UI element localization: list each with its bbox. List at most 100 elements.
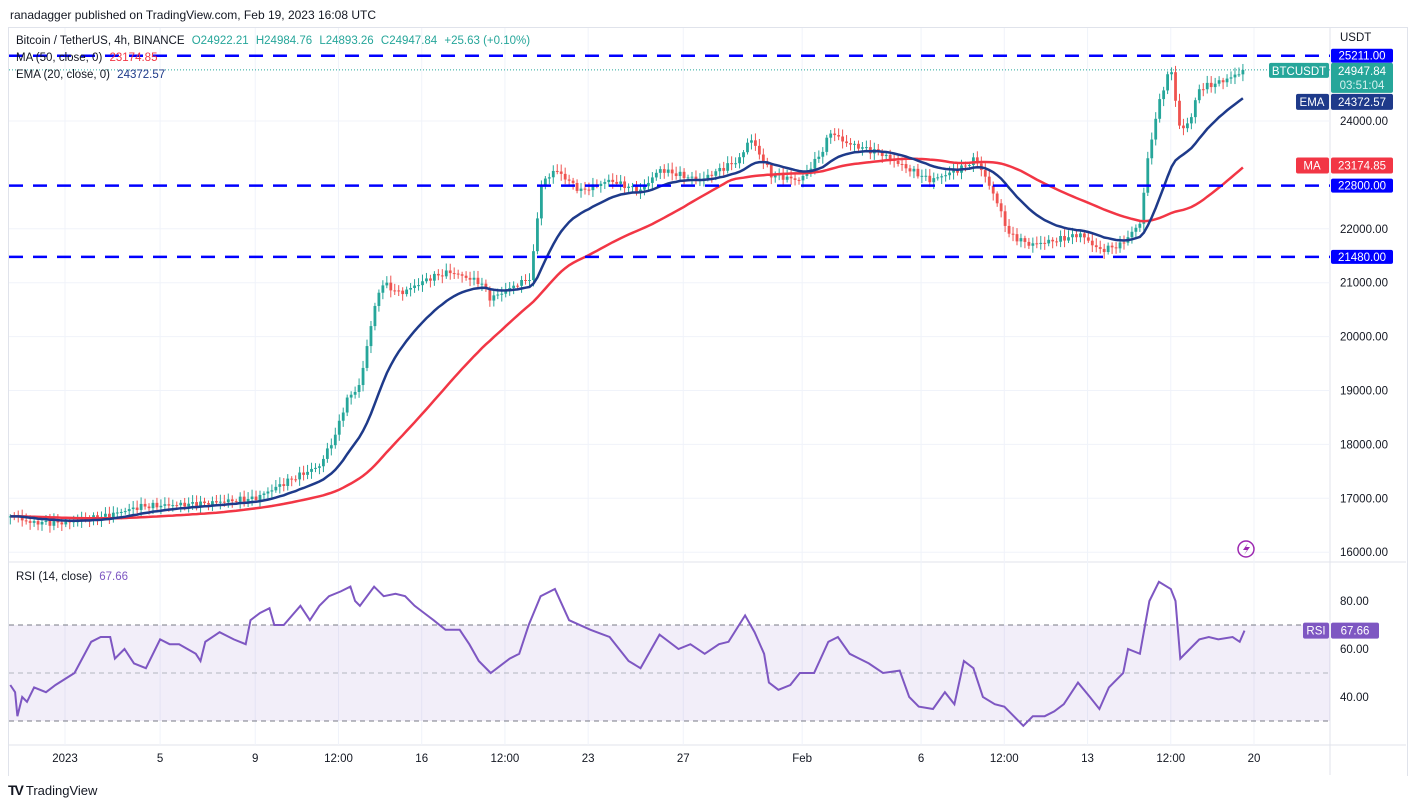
candle-body bbox=[127, 509, 131, 512]
candle-body bbox=[631, 186, 634, 188]
candle-body bbox=[448, 270, 452, 274]
rsi-price-label: 67.66 bbox=[1341, 626, 1370, 638]
symbol-legend: Bitcoin / TetherUS, 4h, BINANCE O24922.2… bbox=[16, 35, 534, 47]
level-price-label: 25211.00 bbox=[1338, 51, 1385, 63]
candle-body bbox=[1094, 245, 1098, 248]
candle-body bbox=[785, 176, 789, 180]
candle-body bbox=[841, 136, 845, 142]
candle-body bbox=[151, 502, 155, 509]
candle-body bbox=[250, 496, 254, 500]
price-tick: 19000.00 bbox=[1340, 386, 1388, 398]
candle-body bbox=[1047, 239, 1051, 244]
candle-body bbox=[1174, 72, 1177, 101]
rsi-price-badge bbox=[1331, 622, 1379, 639]
candle-body bbox=[1197, 89, 1201, 101]
ohlc-low: L24893.26 bbox=[319, 35, 374, 47]
candle-body bbox=[60, 522, 64, 525]
candle-body bbox=[587, 189, 591, 191]
candle-body bbox=[825, 137, 829, 152]
rsi-tick: 60.00 bbox=[1340, 644, 1369, 656]
ma-value: 23174.85 bbox=[109, 52, 158, 64]
candle-body bbox=[793, 178, 797, 180]
symbol-badge-label: BTCUSDT bbox=[1272, 66, 1326, 78]
candle-body bbox=[389, 282, 393, 291]
candle-body bbox=[1114, 247, 1118, 249]
candle-body bbox=[662, 169, 666, 173]
candle-body bbox=[195, 502, 198, 508]
candle-body bbox=[726, 163, 730, 171]
candle-body bbox=[647, 182, 650, 187]
candle-body bbox=[555, 170, 559, 172]
candle-body bbox=[397, 290, 401, 292]
ohlc-close: C24947.84 bbox=[380, 35, 438, 47]
candle-body bbox=[107, 513, 111, 518]
candle-body bbox=[349, 394, 353, 398]
candle-body bbox=[1225, 78, 1229, 83]
candle-body bbox=[1003, 211, 1007, 226]
candle-body bbox=[508, 287, 512, 290]
time-tick: 13 bbox=[1081, 753, 1094, 765]
level-price-label: 21480.00 bbox=[1338, 252, 1386, 264]
candle-body bbox=[496, 294, 500, 296]
ma-tag-label: MA bbox=[1303, 160, 1321, 172]
candle-body bbox=[571, 180, 575, 183]
candle-body bbox=[567, 179, 571, 181]
candle-body bbox=[472, 277, 476, 280]
tradingview-logo[interactable]: TV TradingView bbox=[8, 782, 97, 798]
candle-body bbox=[706, 174, 710, 179]
candle-body bbox=[912, 168, 916, 172]
candle-body bbox=[492, 295, 496, 301]
candle-body bbox=[345, 397, 349, 413]
ema-20-line bbox=[10, 97, 1244, 523]
candle-body bbox=[944, 175, 948, 177]
candle-body bbox=[956, 170, 959, 173]
level-price-badge bbox=[1331, 249, 1393, 264]
candle-body bbox=[710, 174, 714, 176]
candle-body bbox=[1019, 238, 1023, 242]
candle-body bbox=[1059, 236, 1062, 242]
candle-body bbox=[211, 501, 214, 505]
candle-body bbox=[52, 520, 56, 526]
candle-body bbox=[1189, 117, 1193, 124]
candle-body bbox=[995, 193, 999, 204]
ema-legend[interactable]: EMA (20, close, 0) 24372.57 bbox=[16, 69, 169, 81]
ma-legend[interactable]: MA (50, close, 0) 23174.85 bbox=[16, 52, 161, 64]
candle-body bbox=[563, 173, 567, 180]
candle-body bbox=[1170, 72, 1173, 75]
candle-body bbox=[1027, 241, 1031, 246]
candle-body bbox=[476, 277, 480, 285]
candle-body bbox=[429, 278, 432, 281]
candle-body bbox=[987, 176, 991, 186]
ema-tag-label: EMA bbox=[1300, 97, 1325, 109]
ma-tag-badge bbox=[1296, 157, 1329, 174]
candle-body bbox=[32, 521, 36, 523]
candle-body bbox=[207, 503, 210, 505]
ma-price-badge bbox=[1331, 157, 1393, 174]
currency-label: USDT bbox=[1340, 32, 1371, 44]
candle-body bbox=[381, 285, 385, 293]
candle-body bbox=[1082, 233, 1086, 238]
candle-body bbox=[924, 175, 928, 177]
candle-body bbox=[714, 171, 718, 176]
candle-body bbox=[1063, 236, 1066, 241]
candle-body bbox=[1023, 238, 1027, 242]
candle-body bbox=[290, 478, 294, 480]
candle-body bbox=[1142, 192, 1146, 224]
candle-body bbox=[757, 145, 761, 155]
candle-body bbox=[833, 133, 837, 136]
candle-body bbox=[1146, 158, 1150, 193]
candle-body bbox=[524, 280, 527, 282]
candle-body bbox=[1241, 69, 1245, 75]
candle-body bbox=[302, 472, 305, 475]
candle-body bbox=[579, 188, 583, 191]
candle-body bbox=[746, 142, 749, 153]
rsi-legend[interactable]: RSI (14, close) 67.66 bbox=[16, 571, 132, 583]
ema-label: EMA (20, close, 0) bbox=[16, 69, 110, 81]
candle-body bbox=[203, 501, 206, 504]
candle-body bbox=[999, 203, 1003, 212]
candle-body bbox=[1110, 245, 1114, 248]
candle-body bbox=[635, 186, 638, 193]
candle-body bbox=[1007, 225, 1011, 234]
candle-body bbox=[761, 154, 765, 163]
